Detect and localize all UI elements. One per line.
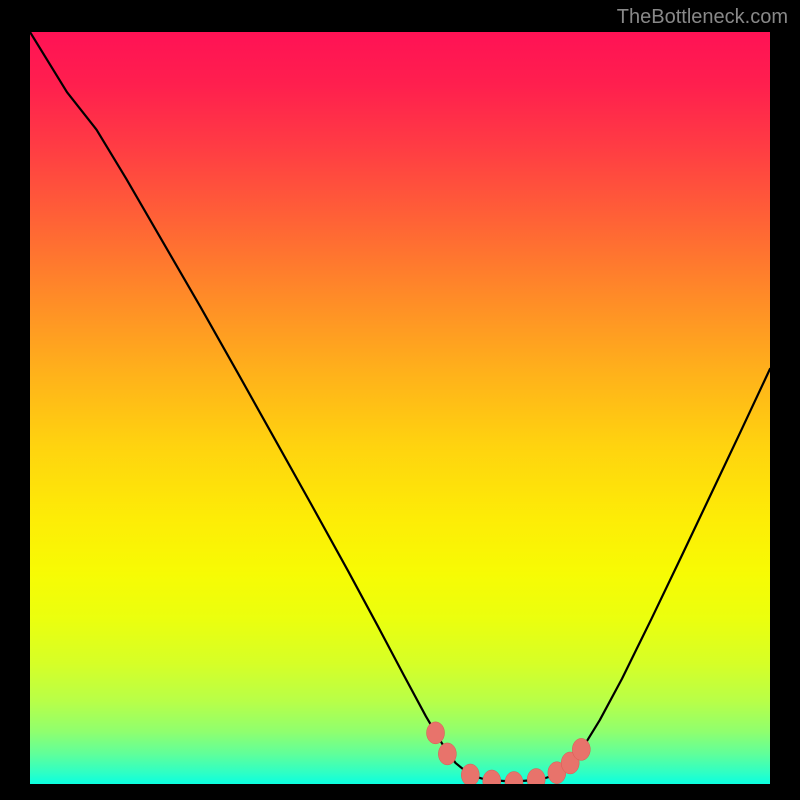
chart-plot-area xyxy=(30,32,770,784)
curve-marker xyxy=(427,722,445,744)
curve-marker xyxy=(572,738,590,760)
curve-marker xyxy=(527,768,545,784)
curve-marker xyxy=(461,764,479,784)
curve-marker xyxy=(483,770,501,784)
watermark-text: TheBottleneck.com xyxy=(617,6,788,29)
marker-group xyxy=(427,722,591,784)
chart-curve-layer xyxy=(30,32,770,784)
curve-marker xyxy=(438,743,456,765)
bottleneck-curve xyxy=(30,32,770,781)
curve-marker xyxy=(505,772,523,785)
